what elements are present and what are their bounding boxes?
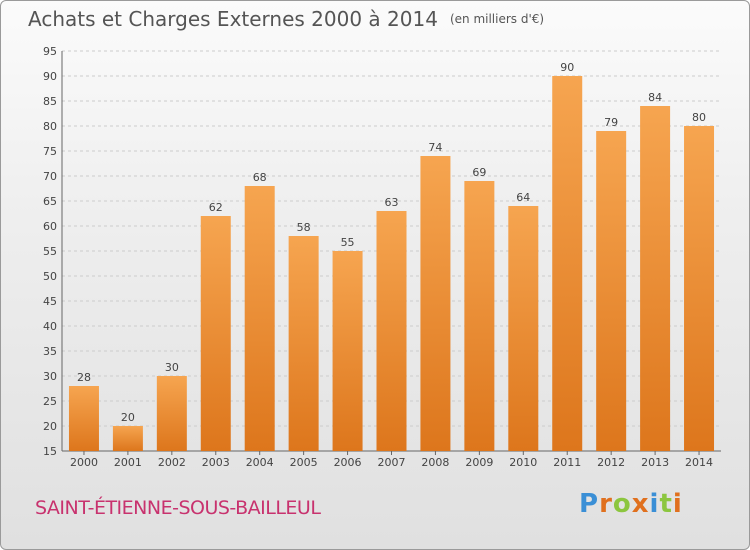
value-label: 20 (121, 411, 135, 424)
x-tick-label: 2000 (70, 456, 98, 469)
bar (332, 251, 363, 451)
y-tick-label: 95 (43, 45, 57, 58)
value-labels: 28 20 30 62 68 58 55 63 74 69 64 90 79 84 80 (77, 61, 706, 424)
proxiti-logo: Proxiti (579, 489, 683, 519)
bars (68, 76, 715, 451)
chart-title: Achats et Charges Externes 2000 à 2014 (e… (28, 7, 544, 31)
y-tick-label: 60 (43, 220, 57, 233)
y-tick-label: 25 (43, 395, 57, 408)
value-label: 69 (472, 166, 486, 179)
x-tick-label: 2004 (246, 456, 274, 469)
y-tick-label: 80 (43, 120, 57, 133)
y-tick-label: 65 (43, 195, 57, 208)
bar (288, 236, 319, 451)
value-label: 58 (297, 221, 311, 234)
logo-letter: i (649, 489, 660, 519)
value-label: 28 (77, 371, 91, 384)
bar (156, 376, 187, 451)
y-tick-label: 70 (43, 170, 57, 183)
y-tick-labels: 15 20 25 30 35 40 45 50 55 60 65 70 75 80 85 90 95 (43, 45, 57, 458)
x-tick-label: 2010 (509, 456, 537, 469)
value-label: 62 (209, 201, 223, 214)
value-label: 64 (516, 191, 530, 204)
bar (596, 131, 627, 451)
value-label: 30 (165, 361, 179, 374)
x-tick-labels: 2000 2001 2002 2003 2004 2005 2006 2007 2008 2009… (70, 456, 713, 469)
value-label: 68 (253, 171, 267, 184)
y-tick-label: 35 (43, 345, 57, 358)
bar (244, 186, 275, 451)
chart-title-text: Achats et Charges Externes 2000 à 2014 (28, 7, 438, 31)
y-tick-label: 20 (43, 420, 57, 433)
bar (552, 76, 583, 451)
y-tick-label: 90 (43, 70, 57, 83)
value-label: 84 (648, 91, 662, 104)
logo-letter: o (612, 489, 632, 519)
x-tick-label: 2002 (158, 456, 186, 469)
value-label: 55 (341, 236, 355, 249)
value-label: 90 (560, 61, 574, 74)
chart-unit: (en milliers d'€) (449, 12, 545, 26)
x-tick-label: 2001 (114, 456, 142, 469)
value-label: 80 (692, 111, 706, 124)
y-tick-label: 50 (43, 270, 57, 283)
x-tick-label: 2007 (378, 456, 406, 469)
bar (376, 211, 407, 451)
y-tick-label: 40 (43, 320, 57, 333)
x-tick-label: 2009 (465, 456, 493, 469)
bar (508, 206, 539, 451)
x-tick-label: 2014 (685, 456, 713, 469)
value-label: 63 (385, 196, 399, 209)
logo-letter: i (672, 489, 683, 519)
value-label: 79 (604, 116, 618, 129)
logo-letter: r (599, 489, 613, 519)
y-tick-label: 30 (43, 370, 57, 383)
bar (464, 181, 495, 451)
bar (68, 386, 99, 451)
value-label: 74 (428, 141, 442, 154)
logo-letter: P (579, 489, 600, 519)
bar (684, 126, 715, 451)
y-tick-label: 55 (43, 245, 57, 258)
y-tick-label: 45 (43, 295, 57, 308)
commune-name: SAINT-ÉTIENNE-SOUS-BAILLEUL (35, 497, 321, 519)
bar (112, 426, 143, 451)
x-tick-label: 2008 (421, 456, 449, 469)
x-tick-label: 2011 (553, 456, 581, 469)
y-tick-label: 75 (43, 145, 57, 158)
x-tick-label: 2013 (641, 456, 669, 469)
x-tick-label: 2012 (597, 456, 625, 469)
logo-letter: x (631, 489, 650, 519)
y-tick-label: 85 (43, 95, 57, 108)
y-tick-label: 15 (43, 445, 57, 458)
x-tick-label: 2006 (334, 456, 362, 469)
bar (200, 216, 231, 451)
x-tick-label: 2005 (290, 456, 318, 469)
logo-letter: t (659, 489, 673, 519)
x-tick-label: 2003 (202, 456, 230, 469)
bar (420, 156, 451, 451)
bar (640, 106, 671, 451)
